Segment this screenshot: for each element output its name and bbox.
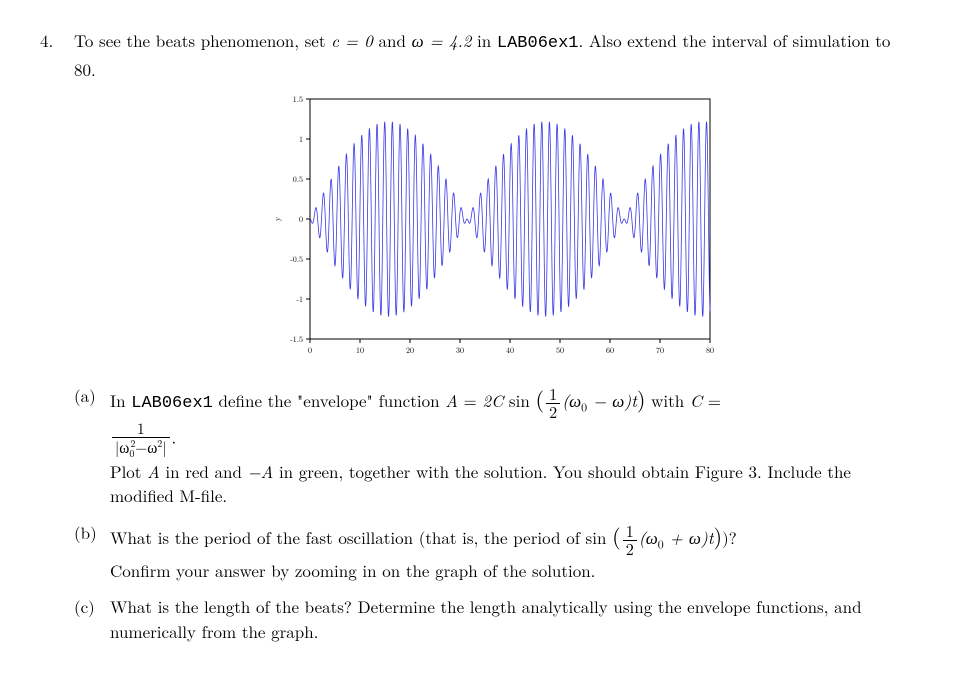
problem-body: To see the beats phenomenon, set c = 0 a… — [74, 28, 916, 644]
problem-intro: To see the beats phenomenon, set c = 0 a… — [74, 28, 916, 81]
sub-parts: (a) In LAB06ex1 define the "envelope" fu… — [74, 383, 916, 643]
text: What is the period of the fast oscillati… — [110, 525, 612, 549]
text: . — [172, 425, 177, 449]
part-b: (b) What is the period of the fast oscil… — [74, 520, 916, 582]
paren: ( — [535, 383, 544, 414]
svg-text:0.5: 0.5 — [293, 174, 303, 185]
svg-text:20: 20 — [406, 345, 414, 356]
text: 2C — [482, 388, 503, 412]
var-minusA: −A — [248, 459, 274, 483]
eq-c: c = 0 — [331, 28, 373, 52]
frac-bot: 2 — [546, 404, 560, 421]
text: define the "envelope" function — [213, 388, 445, 412]
text: sin — [503, 388, 535, 412]
frac-C: 1 |ω02−ω2| — [112, 421, 170, 459]
text: Confirm your answer by zooming in on the… — [110, 558, 595, 582]
svg-text:-1.5: -1.5 — [290, 334, 303, 345]
envelope-eq: 2C sin (12(ω0 − ω)t) — [482, 388, 645, 412]
text: with — [645, 388, 689, 412]
intro-text: and — [373, 28, 412, 52]
part-label: (a) — [74, 383, 110, 508]
fast-osc-eq: (12(ω0 + ω)t))? — [612, 525, 737, 549]
part-label: (b) — [74, 520, 110, 582]
text: − ω)t — [587, 388, 637, 412]
paren: ) — [714, 520, 723, 551]
part-c: (c) What is the length of the beats? Det… — [74, 594, 916, 643]
part-a: (a) In LAB06ex1 define the "envelope" fu… — [74, 383, 916, 508]
part-body: What is the period of the fast oscillati… — [110, 520, 916, 582]
svg-text:30: 30 — [456, 345, 464, 356]
problem-number: 4. — [40, 28, 74, 644]
text: Plot — [110, 459, 147, 483]
var-C: C — [690, 388, 702, 412]
text: |ω — [115, 437, 129, 458]
problem: 4. To see the beats phenomenon, set c = … — [40, 28, 916, 644]
part-body: In LAB06ex1 define the "envelope" functi… — [110, 383, 916, 508]
eq: = — [702, 388, 721, 412]
text: in red and — [160, 459, 248, 483]
svg-text:1: 1 — [299, 134, 303, 145]
svg-text:-0.5: -0.5 — [290, 254, 303, 265]
svg-text:70: 70 — [656, 345, 664, 356]
eq-omega: ω = 4.2 — [412, 28, 472, 52]
var-A: A — [445, 388, 458, 412]
svg-text:y: y — [272, 216, 283, 221]
text: In — [110, 388, 131, 412]
part-body: What is the length of the beats? Determi… — [110, 594, 916, 643]
text: −ω — [135, 437, 157, 458]
var-A: A — [147, 459, 160, 483]
svg-text:60: 60 — [606, 345, 614, 356]
svg-text:40: 40 — [506, 345, 514, 356]
svg-text:0: 0 — [299, 214, 303, 225]
frac-half: 12 — [623, 523, 637, 558]
text: What is the length of the beats? Determi… — [110, 594, 862, 643]
paren: ( — [612, 520, 621, 551]
beats-chart: 0 10 20 30 40 50 60 70 80 -1.5 -1 -0.5 0 0.5 1 1.5 y — [74, 91, 916, 361]
intro-text: To see the beats phenomenon, set — [74, 28, 331, 52]
part-label: (c) — [74, 594, 110, 643]
intro-text: in — [471, 28, 497, 52]
svg-text:80: 80 — [706, 345, 714, 356]
chart-svg: 0 10 20 30 40 50 60 70 80 -1.5 -1 -0.5 0 0.5 1 1.5 y — [270, 91, 720, 361]
eq: = — [458, 388, 483, 412]
frac-half: 12 — [546, 386, 560, 421]
paren: )? — [722, 525, 737, 549]
code-ref: LAB06ex1 — [131, 394, 213, 413]
frac-bot: 2 — [623, 541, 637, 558]
svg-text:0: 0 — [308, 345, 312, 356]
code-ref: LAB06ex1 — [497, 34, 579, 53]
svg-text:-1: -1 — [296, 294, 303, 305]
text: + ω)t — [664, 525, 714, 549]
text: | — [162, 437, 166, 458]
svg-text:1.5: 1.5 — [293, 94, 303, 105]
svg-text:10: 10 — [356, 345, 364, 356]
text: (ω — [562, 388, 581, 412]
svg-text:50: 50 — [556, 345, 564, 356]
frac-bot: |ω02−ω2| — [112, 438, 170, 459]
text: (ω — [639, 525, 658, 549]
